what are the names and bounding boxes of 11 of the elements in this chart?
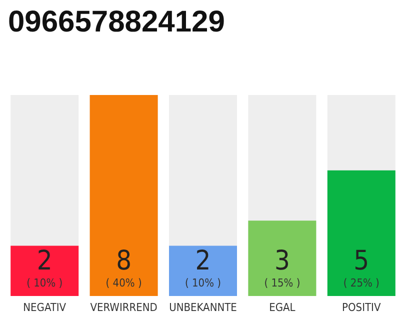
data-label: 8 ( 40% ): [106, 246, 142, 290]
x-tick-label: NEGATIV: [23, 301, 66, 314]
chart-title: 0966578824129: [8, 6, 225, 38]
x-tick-label: EGAL: [269, 301, 296, 314]
x-tick-label: POSITIV: [342, 301, 381, 314]
x-tick-label: VERWIRREND: [90, 301, 158, 314]
data-label: 3 ( 15% ): [264, 246, 300, 290]
data-label: 2 ( 10% ): [184, 246, 222, 290]
data-label: 2 ( 10% ): [26, 246, 63, 290]
data-label: 5 ( 25% ): [343, 246, 380, 290]
x-tick-label: UNBEKANNTE: [169, 301, 237, 314]
